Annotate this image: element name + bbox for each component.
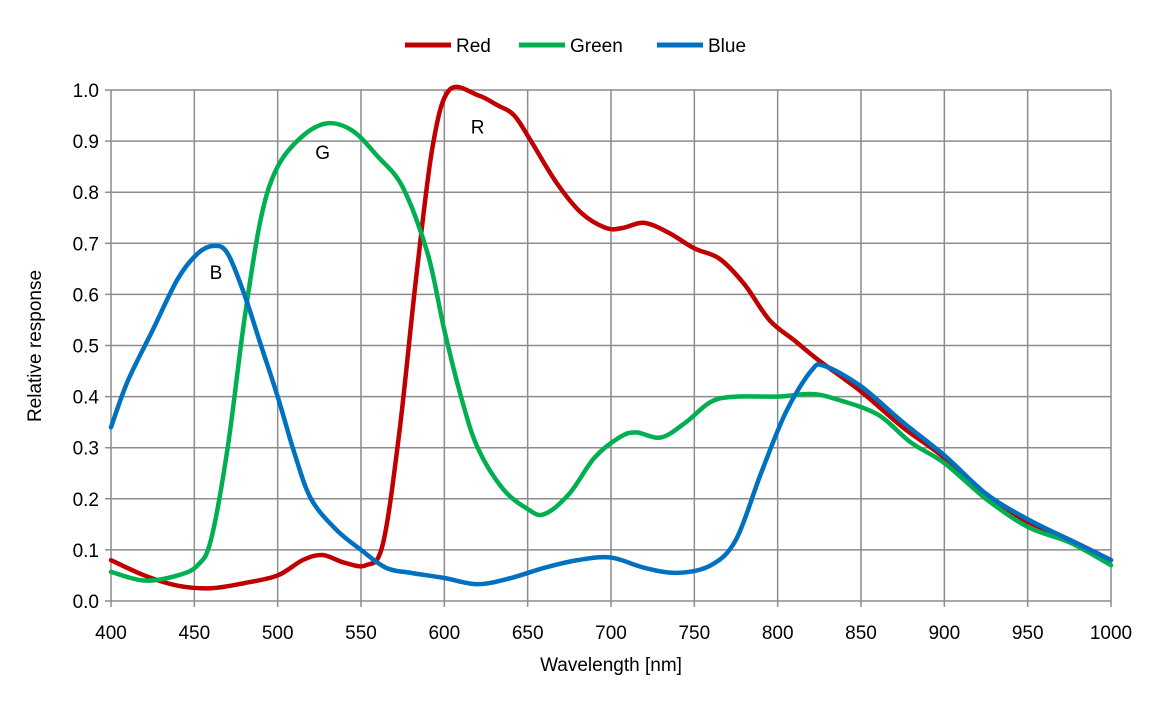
y-tick-label: 1.0 — [73, 81, 99, 102]
x-tick-label: 950 — [1012, 623, 1044, 644]
x-tick-label: 400 — [95, 623, 127, 644]
curve-label-r: R — [471, 117, 485, 138]
x-tick-label: 1000 — [1090, 623, 1132, 644]
legend-label-red: Red — [456, 36, 491, 57]
x-tick-label: 450 — [178, 623, 210, 644]
legend-label-green: Green — [570, 36, 623, 57]
y-tick-label: 0.2 — [73, 490, 99, 511]
y-tick-label: 0.4 — [73, 388, 100, 409]
x-tick-label: 700 — [595, 623, 627, 644]
y-tick-label: 0.9 — [73, 132, 99, 153]
x-tick-label: 500 — [262, 623, 294, 644]
grid — [105, 89, 1112, 607]
y-tick-label: 0.0 — [73, 592, 99, 613]
y-tick-label: 0.3 — [73, 439, 99, 460]
y-tick-label: 0.5 — [73, 337, 99, 358]
series-line-green — [108, 120, 1114, 583]
y-axis-label: Relative response — [25, 270, 46, 422]
x-tick-label: 850 — [845, 623, 877, 644]
x-tick-label: 600 — [428, 623, 460, 644]
legend: Red Green Blue — [405, 36, 746, 57]
curve-label-g: G — [315, 143, 330, 164]
curve-label-b: B — [210, 263, 223, 284]
series-line-red — [108, 84, 1114, 591]
series-lines — [108, 84, 1114, 591]
y-tick-label: 0.6 — [73, 285, 99, 306]
x-tick-label: 550 — [345, 623, 377, 644]
x-tick-label: 650 — [512, 623, 544, 644]
x-tick-label: 900 — [928, 623, 960, 644]
legend-label-blue: Blue — [708, 36, 746, 57]
x-axis-label: Wavelength [nm] — [540, 655, 682, 676]
y-tick-label: 0.8 — [73, 183, 99, 204]
x-tick-label: 800 — [762, 623, 794, 644]
annotations: B G R — [210, 117, 485, 284]
y-tick-label: 0.1 — [73, 541, 99, 562]
y-tick-label: 0.7 — [73, 234, 99, 255]
x-tick-label: 750 — [678, 623, 710, 644]
series-line-blue — [108, 243, 1114, 587]
tick-labels: 400 450 500 550 600 650 700 750 800 850 900 950 1000… — [73, 81, 1133, 644]
